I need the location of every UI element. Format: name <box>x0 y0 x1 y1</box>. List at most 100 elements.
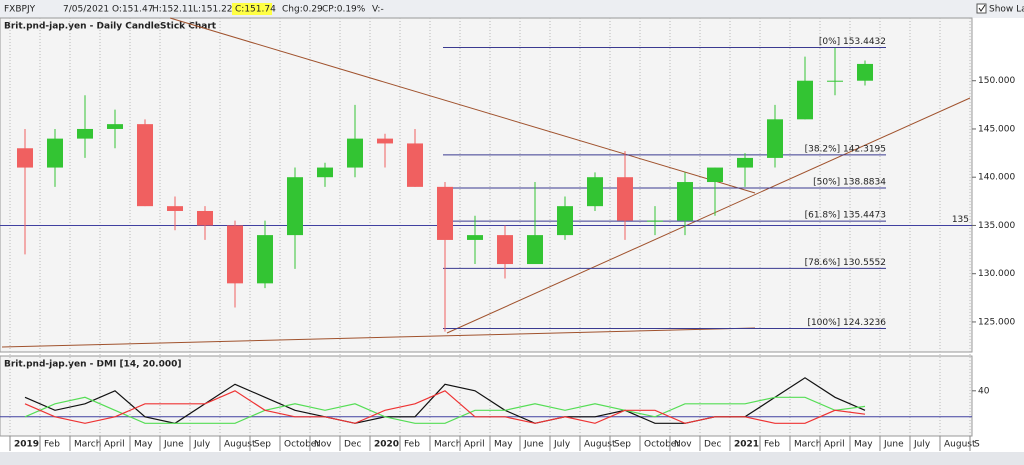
x-tick-label: July <box>193 440 211 450</box>
candle-body <box>677 182 693 221</box>
symbol: FXBPJY <box>4 5 36 15</box>
x-tick-label: July <box>553 440 571 450</box>
show-last[interactable]: Show Last <box>989 5 1024 15</box>
x-tick-label: March <box>434 440 461 450</box>
candle-body <box>407 143 423 187</box>
y-tick-label: 125.000 <box>978 317 1015 327</box>
candle-body <box>137 124 153 207</box>
candle-body <box>47 138 63 168</box>
candle-body <box>617 177 633 221</box>
x-tick-label: May <box>494 440 513 450</box>
x-tick-label: June <box>883 440 904 450</box>
x-tick-label: Feb <box>764 440 780 450</box>
candle-body <box>197 210 213 226</box>
candle-body <box>857 63 873 81</box>
date: 7/05/2021 <box>63 5 109 15</box>
dmi-panel <box>0 355 973 437</box>
low: L:151.22 <box>193 5 233 15</box>
x-tick-label: Sep <box>254 440 271 450</box>
candle-body <box>377 138 393 144</box>
x-tick-label: Sep <box>614 440 631 450</box>
x-tick-label: March <box>794 440 821 450</box>
y-tick-label: 150.000 <box>978 76 1015 86</box>
x-tick-label: 2020 <box>374 440 399 450</box>
x-tick-label: 2021 <box>734 440 759 450</box>
open: O:151.47 <box>112 5 153 15</box>
dmi-title: Brit.pnd-jap.yen - DMI [14, 20.000] <box>4 360 181 370</box>
high: H:152.11 <box>152 5 193 15</box>
candle-body <box>167 206 183 211</box>
x-tick-label: Feb <box>404 440 420 450</box>
candle-body <box>497 235 513 265</box>
x-tick-label: April <box>824 440 845 450</box>
fib-label: [0%] 153.4432 <box>819 37 886 47</box>
candle-body <box>287 177 303 236</box>
x-tick-label: 2019 <box>14 440 39 450</box>
x-tick-label: October <box>284 440 320 450</box>
candle-body <box>707 167 723 183</box>
x-tick-label: May <box>854 440 873 450</box>
candle-body <box>227 225 243 284</box>
level-label: 135 <box>952 215 969 225</box>
candle-body <box>827 80 843 82</box>
y-tick-label: 130.000 <box>978 269 1015 279</box>
x-tick-label: Dec <box>704 440 721 450</box>
candle-body <box>797 80 813 120</box>
trendline <box>169 17 756 194</box>
candle-body <box>347 138 363 168</box>
y-tick-label: 135.000 <box>978 221 1015 231</box>
close-highlight <box>232 3 272 15</box>
fib-label: [78.6%] 130.5552 <box>805 258 886 268</box>
dmi-line <box>24 390 866 424</box>
trendline <box>1 327 756 348</box>
y-tick-label: 140.000 <box>978 173 1015 183</box>
fib-label: [50%] 138.8834 <box>813 177 886 187</box>
show-last-checkbox[interactable] <box>976 3 987 14</box>
candle-body <box>77 128 93 139</box>
fib-label: [61.8%] 135.4473 <box>805 211 886 221</box>
x-tick-label: August <box>584 440 616 450</box>
x-tick-label: July <box>913 440 931 450</box>
candle-body <box>527 235 543 265</box>
candle-body <box>317 167 333 178</box>
trendline <box>446 97 971 334</box>
change: Chg:0.29 <box>282 5 323 15</box>
x-tick-label: April <box>464 440 485 450</box>
y-tick-label: 40 <box>978 386 990 396</box>
x-tick-label: Nov <box>674 440 692 450</box>
change-pct: CP:0.19% <box>322 5 366 15</box>
candle-body <box>587 177 603 207</box>
price-panel <box>0 17 973 353</box>
x-tick-label: August <box>224 440 256 450</box>
candle-body <box>467 235 483 240</box>
fib-label: [100%] 124.3236 <box>807 318 886 328</box>
x-tick-label: August <box>944 440 976 450</box>
x-tick-label: Feb <box>44 440 60 450</box>
candle-body <box>257 235 273 284</box>
candle-body <box>437 186 453 240</box>
dmi-line <box>24 396 866 424</box>
x-tick-label: April <box>104 440 125 450</box>
x-tick-label: Dec <box>344 440 361 450</box>
x-tick-label: May <box>134 440 153 450</box>
price-title: Brit.pnd-jap.yen - Daily CandleStick Cha… <box>4 22 217 32</box>
x-tick-label: S <box>974 440 980 450</box>
candle-body <box>767 119 783 158</box>
candle-body <box>107 124 123 129</box>
y-tick-label: 145.000 <box>978 124 1015 134</box>
candle-body <box>557 206 573 236</box>
candle-body <box>647 220 663 222</box>
close: C:151.74 <box>235 5 276 15</box>
candle-body <box>737 157 753 168</box>
fib-label: [38.2%] 142.3195 <box>805 144 886 154</box>
candle-body <box>17 148 33 168</box>
x-tick-label: October <box>644 440 680 450</box>
x-tick-label: June <box>523 440 544 450</box>
x-tick-label: June <box>163 440 184 450</box>
checkmark <box>978 4 986 12</box>
scrollbar[interactable] <box>0 452 1024 465</box>
x-tick-label: Nov <box>314 440 332 450</box>
x-tick-label: March <box>74 440 101 450</box>
